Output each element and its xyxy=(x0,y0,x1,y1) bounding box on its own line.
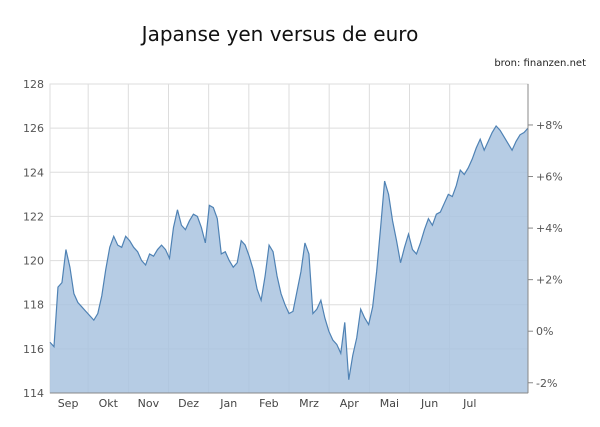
month-label: Dez xyxy=(178,397,199,410)
y2-tick-label: +8% xyxy=(536,119,563,132)
y-tick-label: 122 xyxy=(23,210,44,223)
month-label: Okt xyxy=(99,397,119,410)
y2-tick-label: +6% xyxy=(536,171,563,184)
month-label: Jun xyxy=(420,397,438,410)
series-line xyxy=(49,124,529,380)
y-tick-label: 118 xyxy=(23,299,44,312)
source-label: bron: finanzen.net xyxy=(494,58,586,69)
month-label: Apr xyxy=(340,397,360,410)
y-tick-label: 126 xyxy=(23,122,44,135)
y-tick-label: 124 xyxy=(23,166,44,179)
y2-tick-label: +2% xyxy=(536,274,563,287)
month-label: Jan xyxy=(219,397,237,410)
y2-tick-label: -2% xyxy=(536,377,557,390)
chart-title: Japanse yen versus de euro xyxy=(141,22,419,46)
y-tick-label: 128 xyxy=(23,78,44,91)
month-label: Mrz xyxy=(299,397,319,410)
y-tick-label: 114 xyxy=(23,387,44,400)
month-label: Mai xyxy=(380,397,399,410)
month-label: Jul xyxy=(462,397,476,410)
month-label: Sep xyxy=(58,397,79,410)
y2-tick-label: 0% xyxy=(536,325,553,338)
y-tick-label: 120 xyxy=(23,255,44,268)
y2-tick-label: +4% xyxy=(536,222,563,235)
area-fill xyxy=(50,125,528,393)
series-area xyxy=(49,124,529,393)
month-label: Feb xyxy=(259,397,278,410)
y-tick-label: 116 xyxy=(23,343,44,356)
month-label: Nov xyxy=(138,397,160,410)
axes: 114 116 118 120 122 124 126 128 Sep Okt Nov Dez Jan F… xyxy=(23,78,563,410)
